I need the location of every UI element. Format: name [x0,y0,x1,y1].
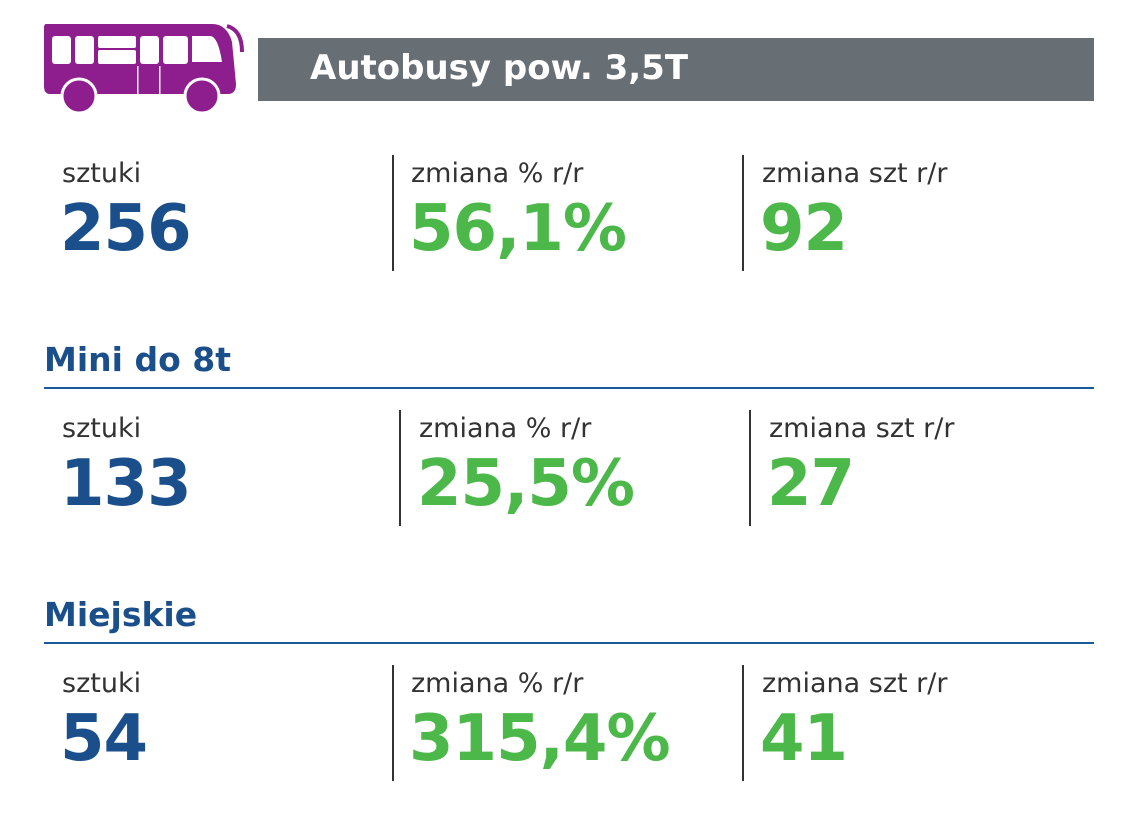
value-count: 256 [60,192,192,266]
divider [399,410,401,526]
value-pct-change: 315,4% [409,702,671,776]
label-unit-change: zmiana szt r/r [762,158,948,189]
value-pct-change: 56,1% [409,192,627,266]
label-unit-change: zmiana szt r/r [769,413,955,444]
value-count: 133 [60,447,192,521]
section-rule [44,642,1094,644]
label-count: sztuki [62,668,142,699]
label-count: sztuki [62,158,142,189]
bus-icon [44,24,244,112]
header-bar: Autobusy pow. 3,5T [258,38,1094,101]
label-pct-change: zmiana % r/r [411,158,584,189]
section-rule [44,387,1094,389]
value-unit-change: 92 [760,192,848,266]
header-title: Autobusy pow. 3,5T [310,48,689,88]
divider [742,665,744,781]
section-title-city: Miejskie [44,595,198,634]
label-pct-change: zmiana % r/r [419,413,592,444]
value-unit-change: 41 [760,702,848,776]
label-pct-change: zmiana % r/r [411,668,584,699]
value-count: 54 [60,702,148,776]
section-title-mini: Mini do 8t [44,340,231,379]
divider [742,155,744,271]
divider [392,155,394,271]
label-unit-change: zmiana szt r/r [762,668,948,699]
divider [392,665,394,781]
label-count: sztuki [62,413,142,444]
value-unit-change: 27 [767,447,855,521]
divider [749,410,751,526]
value-pct-change: 25,5% [417,447,635,521]
